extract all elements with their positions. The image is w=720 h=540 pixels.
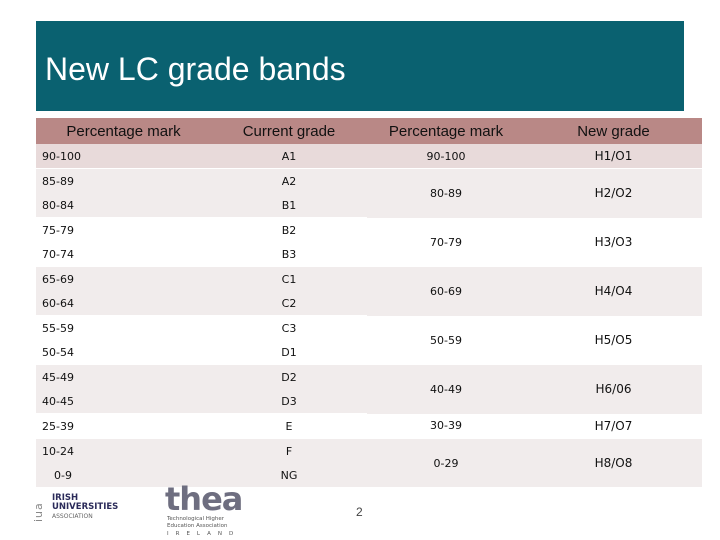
new-grade-cell: H4/O4 (525, 266, 702, 316)
old-percentage-cell: 80-84 (36, 193, 211, 218)
new-grade-cell: H8/O8 (525, 438, 702, 487)
table-row: 25-39 E 30-39 H7/O7 (36, 413, 702, 439)
old-percentage-cell: 70-74 (36, 242, 211, 267)
old-percentage-cell: 55-59 (36, 315, 211, 340)
old-percentage-cell: 50-54 (36, 340, 211, 365)
iua-line: IRISH (52, 493, 79, 503)
old-grade-cell: D3 (211, 389, 367, 414)
old-grade-cell: A1 (211, 144, 367, 169)
header-percentage-mark: Percentage mark (36, 118, 211, 144)
thea-country: IRELAND (167, 531, 241, 537)
header-new-grade: New grade (525, 118, 702, 144)
title-bar: New LC grade bands (36, 21, 684, 111)
new-grade-cell: H6/06 (525, 364, 702, 414)
table-row: 0-9 NG (36, 463, 702, 487)
table-row: 10-24 F 0-29 H8/O8 (36, 438, 702, 487)
grade-bands-table: Percentage mark Current grade Percentage… (36, 118, 702, 487)
old-grade-cell: D1 (211, 340, 367, 365)
old-percentage-cell: 65-69 (36, 266, 211, 291)
old-grade-cell: C3 (211, 315, 367, 340)
table-row: 50-54 D1 (36, 340, 702, 365)
old-percentage-cell: 85-89 (36, 168, 211, 193)
old-percentage-cell: 90-100 (36, 144, 211, 169)
old-grade-cell: A2 (211, 168, 367, 193)
thea-wordmark: thea (165, 480, 243, 518)
iua-line: UNIVERSITIES (52, 502, 119, 512)
old-percentage-cell: 0-9 (36, 463, 211, 487)
table-row: 60-64 C2 (36, 291, 702, 316)
old-percentage-cell: 60-64 (36, 291, 211, 316)
slide-number: 2 (356, 505, 363, 519)
new-percentage-cell: 70-79 (367, 217, 525, 267)
new-percentage-cell: 80-89 (367, 168, 525, 218)
old-grade-cell: E (211, 413, 367, 439)
new-percentage-cell: 60-69 (367, 266, 525, 316)
iua-mark: iua (32, 502, 45, 522)
new-percentage-cell: 30-39 (367, 413, 525, 439)
new-grade-cell: H3/O3 (525, 217, 702, 267)
old-grade-cell: B2 (211, 217, 367, 242)
table-row: 70-74 B3 (36, 242, 702, 267)
old-grade-cell: D2 (211, 364, 367, 389)
header-current-grade: Current grade (211, 118, 367, 144)
slide-title: New LC grade bands (45, 51, 346, 87)
thea-subtitle: Technological Higher Education Associati… (167, 516, 227, 530)
table-row: 90-100 A1 90-100 H1/O1 (36, 144, 702, 169)
old-percentage-cell: 10-24 (36, 438, 211, 463)
table-row: 75-79 B2 70-79 H3/O3 (36, 217, 702, 267)
new-grade-cell: H7/O7 (525, 413, 702, 439)
old-grade-cell: C1 (211, 266, 367, 291)
iua-wordmark: IRISH UNIVERSITIES ASSOCIATION (52, 494, 118, 521)
new-percentage-cell: 90-100 (367, 144, 525, 169)
iua-line: ASSOCIATION (52, 513, 93, 520)
old-grade-cell: NG (211, 463, 367, 487)
table-row: 85-89 A2 80-89 H2/O2 (36, 168, 702, 218)
new-grade-cell: H1/O1 (525, 144, 702, 169)
thea-logo: thea Technological Higher Education Asso… (165, 480, 243, 538)
iua-logo: iua IRISH UNIVERSITIES ASSOCIATION (32, 492, 140, 523)
old-percentage-cell: 45-49 (36, 364, 211, 389)
new-percentage-cell: 50-59 (367, 315, 525, 365)
old-grade-cell: B1 (211, 193, 367, 218)
old-grade-cell: B3 (211, 242, 367, 267)
table-row: 65-69 C1 60-69 H4/O4 (36, 266, 702, 316)
thea-subtitle-line: Technological Higher (167, 516, 225, 522)
old-percentage-cell: 75-79 (36, 217, 211, 242)
old-percentage-cell: 40-45 (36, 389, 211, 414)
table-row: 55-59 C3 50-59 H5/O5 (36, 315, 702, 365)
old-grade-cell: C2 (211, 291, 367, 316)
new-grade-cell: H5/O5 (525, 315, 702, 365)
new-grade-cell: H2/O2 (525, 168, 702, 218)
new-percentage-cell: 0-29 (367, 438, 525, 487)
table-header-row: Percentage mark Current grade Percentage… (36, 118, 702, 144)
old-grade-cell: F (211, 438, 367, 463)
table-row: 80-84 B1 (36, 193, 702, 218)
table-row: 45-49 D2 40-49 H6/06 (36, 364, 702, 414)
new-percentage-cell: 40-49 (367, 364, 525, 414)
header-percentage-mark-new: Percentage mark (367, 118, 525, 144)
thea-subtitle-line: Education Association (167, 523, 228, 529)
table-row: 40-45 D3 (36, 389, 702, 414)
old-percentage-cell: 25-39 (36, 413, 211, 439)
